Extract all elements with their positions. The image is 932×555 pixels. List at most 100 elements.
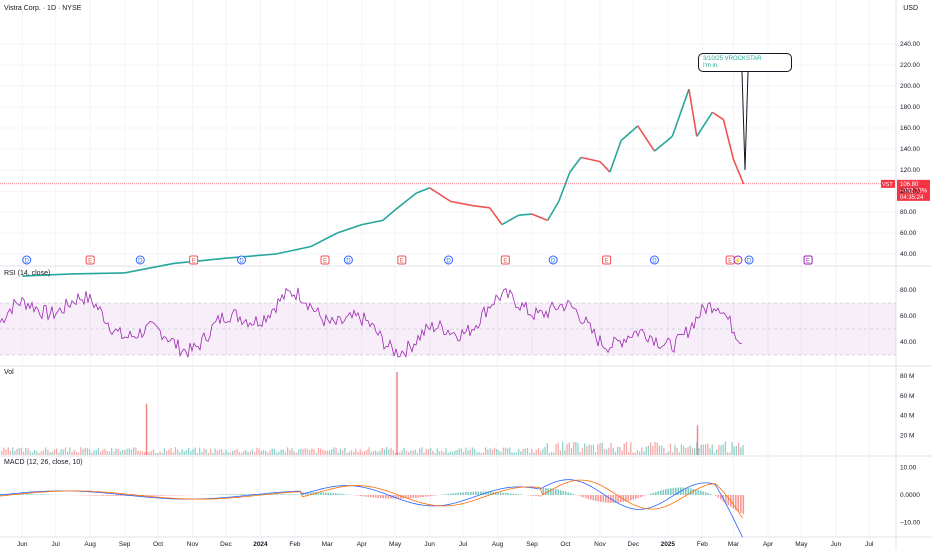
macd-histogram-bar: [420, 495, 422, 497]
macd-histogram-bar: [468, 492, 470, 495]
time-tick-label: Nov: [594, 541, 606, 548]
volume-bar: [291, 448, 292, 455]
event-marker-label: D: [551, 258, 556, 264]
volume-bar: [14, 451, 15, 455]
volume-bar: [43, 450, 44, 455]
volume-bar: [481, 453, 482, 455]
volume-bar: [67, 452, 68, 455]
volume-bar: [184, 451, 185, 455]
macd-histogram-bar: [643, 495, 645, 496]
volume-bar: [734, 447, 735, 455]
volume-bar: [327, 451, 328, 455]
rsi-pane: [0, 288, 896, 358]
macd-histogram-bar: [328, 493, 330, 495]
volume-bar: [340, 449, 341, 455]
volume-bar: [586, 446, 587, 455]
macd-histogram-bar: [633, 495, 635, 500]
currency-label[interactable]: USD: [903, 5, 918, 12]
volume-bar: [102, 449, 103, 455]
macd-histogram-bar: [743, 495, 745, 514]
event-marker-label: E: [728, 258, 732, 264]
price-segment: [532, 214, 548, 220]
price-segment: [502, 215, 519, 224]
price-segment: [672, 89, 689, 136]
macd-histogram-bar: [703, 491, 705, 495]
volume-bar: [54, 450, 55, 455]
volume-bar: [63, 450, 64, 455]
volume-bar: [723, 444, 724, 455]
macd-histogram-bar: [428, 495, 430, 496]
volume-bar: [630, 442, 631, 455]
volume-bar: [635, 452, 636, 455]
volume-bar: [494, 448, 495, 455]
macd-histogram-bar: [683, 488, 685, 495]
macd-histogram-bar: [518, 494, 520, 495]
macd-pane-label[interactable]: MACD (12, 26, close, 10): [4, 459, 83, 466]
volume-bar: [465, 448, 466, 455]
macd-histogram-bar: [380, 495, 382, 498]
volume-bar: [289, 450, 290, 455]
volume-bar: [619, 447, 620, 455]
volume-bar: [201, 452, 202, 455]
volume-bar: [357, 452, 358, 455]
macd-histogram-bar: [290, 494, 292, 495]
volume-bar: [553, 453, 554, 455]
macd-histogram-bar: [640, 495, 642, 497]
macd-histogram-bar: [570, 493, 572, 495]
volume-bar: [269, 450, 270, 455]
macd-histogram-bar: [340, 494, 342, 495]
macd-histogram-bar: [510, 493, 512, 495]
volume-pane-label[interactable]: Vol: [4, 369, 14, 376]
price-segment: [311, 233, 338, 247]
volume-bar: [441, 451, 442, 455]
volume-bar: [197, 453, 198, 455]
callout-title: 3/10/25 VROCKSTAR: [703, 56, 787, 63]
volume-bar: [162, 453, 163, 455]
volume-bar: [276, 453, 277, 455]
volume-bar: [575, 442, 576, 455]
rsi-pane-label[interactable]: RSI (14, close): [4, 270, 50, 277]
macd-histogram-bar: [638, 495, 640, 498]
volume-bar: [351, 450, 352, 455]
macd-histogram-bar: [698, 490, 700, 495]
volume-bar: [234, 450, 235, 455]
macd-histogram-bar: [620, 495, 622, 502]
event-marker-label: E: [88, 258, 92, 264]
price-segment: [723, 120, 733, 160]
volume-bar: [78, 453, 79, 455]
volume-bar: [599, 443, 600, 455]
time-tick-label: Mar: [322, 541, 334, 548]
axes: 240.00220.00200.00180.00160.00140.00120.…: [17, 41, 920, 548]
macd-histogram-bar: [153, 495, 155, 496]
volume-bar: [694, 448, 695, 455]
symbol-title[interactable]: Vistra Corp. · 1D · NYSE: [4, 5, 81, 12]
macd-histogram-bar: [165, 495, 167, 496]
macd-histogram-bar: [708, 493, 710, 495]
volume-bar: [283, 449, 284, 455]
volume-bar: [177, 450, 178, 455]
macd-histogram-bar: [448, 494, 450, 495]
macd-histogram-bar: [715, 495, 717, 496]
volume-bar: [318, 448, 319, 455]
volume-bar: [531, 449, 532, 455]
volume-bar: [85, 448, 86, 455]
macd-histogram-bar: [555, 489, 557, 495]
macd-histogram-bar: [630, 495, 632, 500]
volume-bar: [333, 447, 334, 455]
price-tick-label: 160.00: [900, 125, 920, 132]
volume-bar: [573, 442, 574, 455]
macd-histogram-bar: [650, 494, 652, 495]
idea-callout[interactable]: 3/10/25 VROCKSTAR I'm in.: [698, 53, 792, 72]
volume-bar: [399, 452, 400, 455]
volume-bar: [386, 447, 387, 455]
macd-histogram-bar: [45, 494, 47, 495]
macd-histogram-bar: [673, 488, 675, 495]
event-marker-label: E: [605, 258, 609, 264]
volume-bar: [610, 443, 611, 455]
price-segment: [430, 188, 451, 202]
volume-bar: [58, 453, 59, 455]
macd-histogram-bar: [48, 494, 50, 495]
volume-bar: [569, 442, 570, 455]
volume-bar: [452, 452, 453, 455]
